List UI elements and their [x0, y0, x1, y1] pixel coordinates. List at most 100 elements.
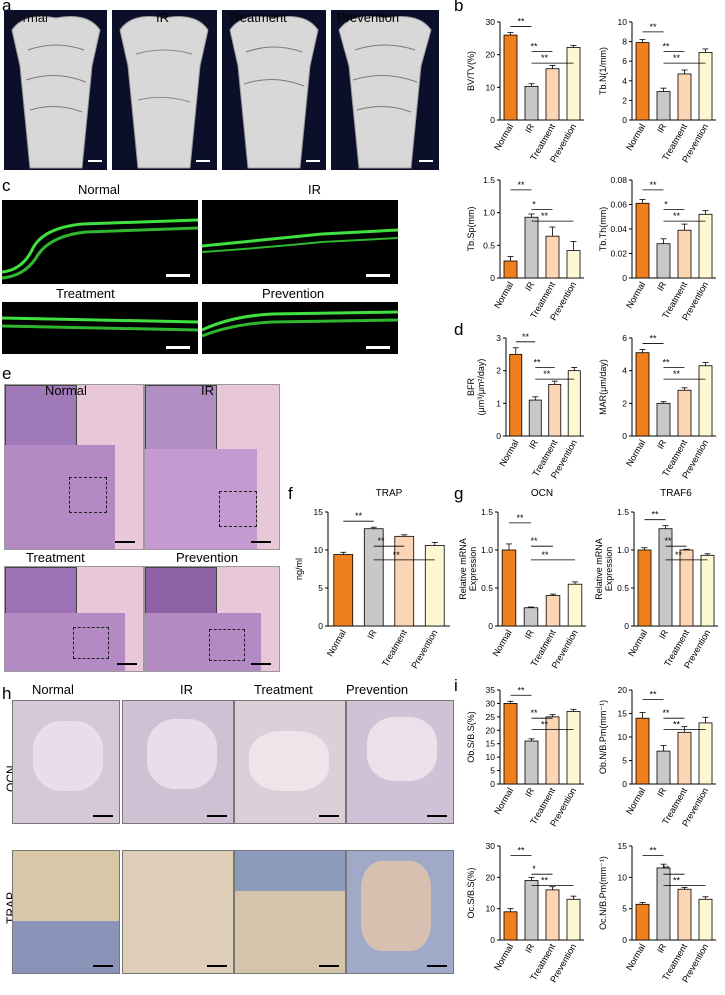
- micro-ct-label-normal: Normal: [6, 10, 48, 25]
- y-tick-label: 15: [618, 841, 628, 851]
- y-axis-label: Tb.Th(mm): [598, 207, 608, 252]
- calcein-image: [202, 302, 398, 354]
- significance-label: **: [664, 536, 672, 546]
- panel-label-c: c: [2, 176, 11, 195]
- x-tick-label: Normal: [624, 942, 647, 972]
- x-tick-label: IR: [527, 438, 540, 451]
- bar-3: [698, 365, 713, 437]
- x-tick-label: IR: [657, 628, 670, 641]
- x-tick-label: IR: [655, 438, 668, 451]
- y-axis-label: Ob.N/B.Pm(mm⁻¹): [598, 700, 608, 774]
- calcein-label-normal: Normal: [78, 182, 120, 197]
- panel-label-h: h: [2, 684, 12, 703]
- ihc-image: [122, 850, 234, 974]
- calcein-label-ir: IR: [308, 182, 321, 197]
- ihc-col-label-prevention: Prevention: [346, 682, 409, 697]
- y-axis-label: MAR(μm/day): [598, 359, 608, 415]
- micro-ct-label-treatment: Treatment: [228, 10, 287, 25]
- calcein-label-treatment: Treatment: [56, 286, 115, 301]
- bar-1: [528, 399, 542, 437]
- y-tick-label: 5: [318, 583, 323, 593]
- chart-title: TRAF6: [660, 488, 692, 499]
- significance-label: **: [662, 41, 670, 51]
- bar-2: [677, 731, 692, 785]
- panel-label-a: a: [2, 0, 12, 15]
- micro-ct-image: Normal: [4, 10, 107, 170]
- y-tick-label: 3: [496, 333, 501, 343]
- ihc-image: [234, 850, 346, 974]
- y-tick-label: 0: [490, 115, 495, 125]
- significance-label: **: [517, 180, 525, 190]
- x-tick-label: Normal: [492, 280, 515, 310]
- y-tick-label: 20: [618, 685, 628, 695]
- y-tick-label: 0.06: [610, 200, 627, 210]
- chart-tbn: 0 2 4 6 8 10 Tb.N(1/mm) Normal IR Treatment Preven…: [596, 10, 720, 170]
- significance-label: **: [662, 357, 670, 367]
- significance-label: **: [541, 719, 549, 729]
- x-tick-label: IR: [523, 942, 536, 955]
- y-tick-label: 15: [314, 507, 324, 517]
- y-tick-label: 10: [618, 732, 628, 742]
- bar-1: [656, 867, 671, 941]
- y-tick-label: 0.02: [610, 249, 627, 259]
- y-tick-label: 1.5: [617, 507, 629, 517]
- y-tick-label: 2: [622, 95, 627, 105]
- x-tick-label: Normal: [624, 280, 647, 310]
- ihc-image: [234, 700, 346, 824]
- ihc-image: [122, 700, 234, 824]
- significance-label: **: [530, 536, 538, 546]
- significance-label: **: [533, 357, 541, 367]
- significance-label: **: [517, 846, 525, 856]
- y-tick-label: 10: [314, 545, 324, 555]
- significance-label: **: [673, 719, 681, 729]
- chart-obnbpm: 0 5 10 15 20 Ob.N/B.Pm(mm⁻¹) Normal IR Treatment…: [596, 678, 720, 834]
- y-tick-label: 30: [486, 698, 496, 708]
- significance-label: **: [649, 22, 657, 32]
- panel-label-b: b: [454, 0, 464, 15]
- significance-label: **: [377, 536, 385, 546]
- x-tick-label: IR: [655, 122, 668, 135]
- significance-label: **: [355, 511, 363, 521]
- x-tick-label: Normal: [497, 438, 520, 468]
- significance-label: **: [649, 333, 657, 343]
- ihc-image: [346, 850, 454, 974]
- panel-label-g: g: [454, 484, 464, 503]
- bar-2: [394, 535, 415, 627]
- bar-3: [698, 213, 713, 279]
- bar-1: [524, 85, 539, 121]
- micro-ct-label-prevention: Prevention: [337, 10, 400, 25]
- chart-mar: 0 2 4 6 MAR(μm/day) Normal IR Treatment Preventi…: [596, 326, 720, 486]
- y-tick-label: 0: [490, 779, 495, 789]
- bar-1: [656, 402, 671, 437]
- x-tick-label: Prevention: [409, 628, 439, 670]
- he-image: [144, 566, 280, 672]
- bar-3: [566, 898, 581, 941]
- he-image: [4, 566, 144, 672]
- chart-tbsp: 0 0.5 1.0 1.5 Tb.Sp(mm) Normal IR Treatment Prev…: [464, 168, 588, 328]
- panel-label-i: i: [454, 676, 458, 695]
- y-tick-label: 1.0: [483, 208, 495, 218]
- ihc-image: [346, 700, 454, 824]
- bar-3: [566, 711, 581, 785]
- chart-title: OCN: [531, 488, 553, 499]
- chart-ocsbs: 0 10 20 30 Oc.S/B.S(%) Normal IR Treatment Preve…: [464, 834, 588, 990]
- y-tick-label: 1.5: [483, 175, 495, 185]
- bar-2: [545, 68, 560, 121]
- bar-3: [567, 583, 583, 627]
- y-axis-label: Oc.S/B.S(%): [466, 867, 476, 918]
- micro-ct-image: Prevention: [331, 10, 439, 170]
- bar-3: [698, 722, 713, 785]
- bar-0: [635, 202, 650, 279]
- y-tick-label: 2: [496, 366, 501, 376]
- y-tick-label: 5: [622, 756, 627, 766]
- y-tick-label: 1.0: [481, 545, 493, 555]
- y-tick-label: 6: [622, 333, 627, 343]
- significance-label: **: [541, 875, 549, 885]
- significance-label: **: [662, 864, 670, 874]
- y-tick-label: 0: [622, 115, 627, 125]
